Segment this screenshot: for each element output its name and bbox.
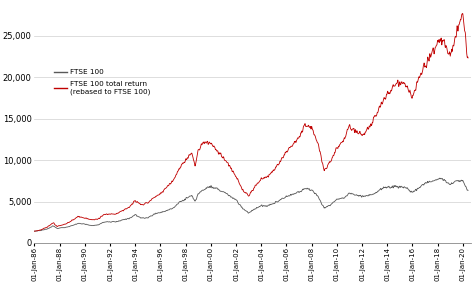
- Legend: FTSE 100, FTSE 100 total return
(rebased to FTSE 100): FTSE 100, FTSE 100 total return (rebased…: [51, 66, 153, 97]
